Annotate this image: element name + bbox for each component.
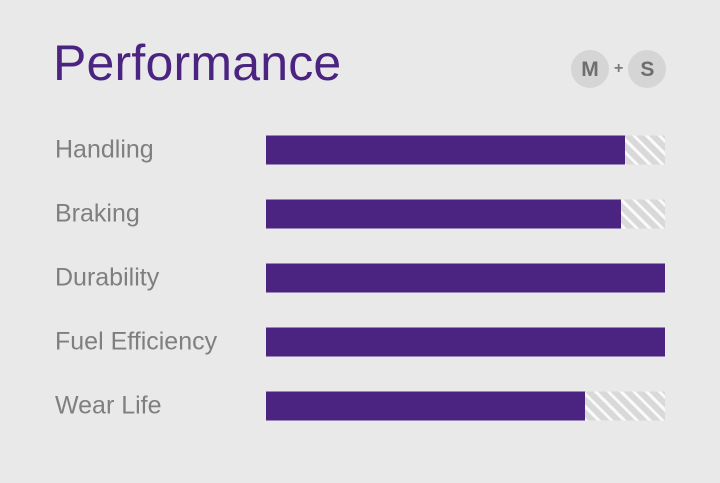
metric-track-braking — [266, 199, 665, 229]
metric-row: Fuel Efficiency — [0, 310, 720, 374]
metric-fill-handling — [266, 135, 626, 165]
metric-row: Handling — [0, 118, 720, 182]
brand-badge-s-icon: S — [628, 50, 667, 88]
metric-row: Braking — [0, 182, 720, 246]
brand-logo: M + S — [571, 49, 671, 89]
metric-label-braking: Braking — [55, 199, 140, 228]
metric-row: Durability — [0, 246, 720, 310]
metric-label-durability: Durability — [55, 263, 160, 292]
metric-fill-wear-life — [266, 391, 586, 421]
metric-fill-braking — [266, 199, 622, 229]
metric-label-wear-life: Wear Life — [55, 391, 162, 420]
metric-fill-fuel-efficiency — [266, 327, 665, 357]
metric-row: Wear Life — [0, 374, 720, 438]
card-header: Performance M + S — [0, 0, 720, 118]
metric-label-handling: Handling — [55, 135, 154, 164]
plus-icon: + — [614, 60, 624, 77]
metric-fill-durability — [266, 263, 665, 293]
metric-track-fuel-efficiency — [266, 327, 665, 357]
brand-badge-m-icon: M — [571, 50, 609, 88]
metric-label-fuel-efficiency: Fuel Efficiency — [55, 327, 218, 356]
metric-track-handling — [266, 135, 665, 165]
metrics-list: Handling Braking Durability Fuel Efficie… — [0, 118, 720, 438]
page-title: Performance — [53, 35, 342, 91]
metric-track-durability — [266, 263, 665, 293]
metric-track-wear-life — [266, 391, 665, 421]
